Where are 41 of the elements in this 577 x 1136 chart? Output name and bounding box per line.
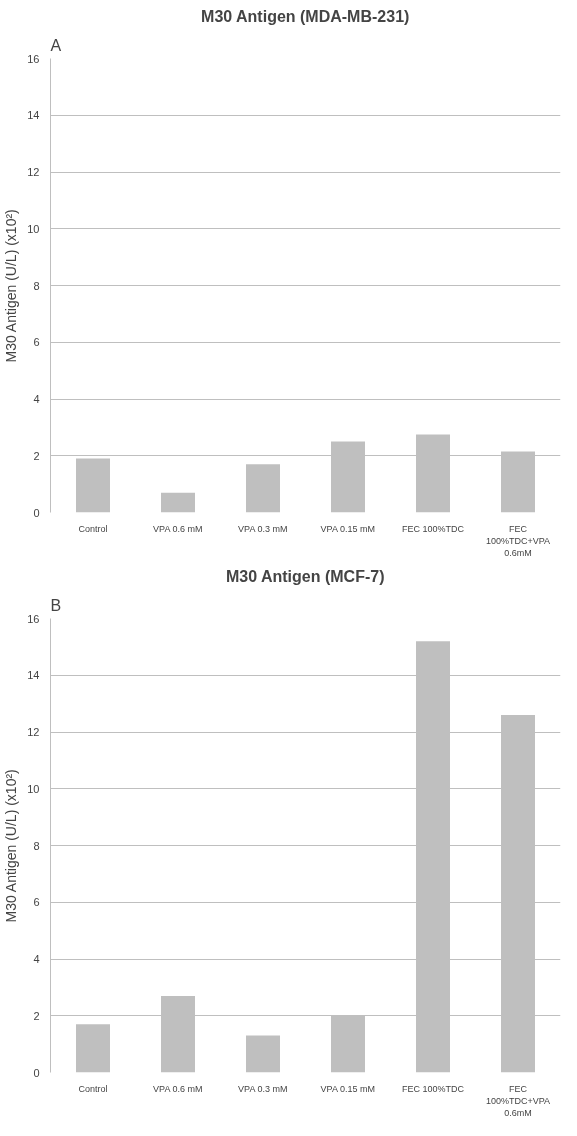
y-tick-label: 10 [27,782,40,795]
x-tick-label: FEC 100%TDC [401,1083,465,1094]
y-tick-label: 0 [33,506,40,519]
x-tick-label: Control [78,1083,108,1094]
x-tick-label: VPA 0.15 mM [320,1083,375,1094]
y-tick-label: 8 [33,839,40,852]
x-tick-label: Control [78,523,108,534]
bar [246,464,280,513]
x-tick-label: FEC 100%TDC+VPA 0.6mM [485,523,551,558]
y-axis-title: M30 Antigen (U/L) (x10²) [3,209,20,363]
y-tick-label: 4 [33,393,40,405]
y-tick-label: 10 [27,222,40,235]
y-tick-label: 0 [33,1066,40,1079]
y-tick-label: 2 [33,449,40,462]
y-tick-label: 2 [33,1009,40,1022]
y-tick-label: 16 [27,52,40,65]
chart-title: M30 Antigen (MCF-7) [225,567,385,585]
y-tick-label: 14 [27,669,40,682]
y-tick-label: 6 [33,896,40,909]
y-tick-label: 6 [33,336,40,349]
y-tick-label: 8 [33,279,40,292]
y-axis-title: M30 Antigen (U/L) (x10²) [3,769,20,923]
bar [76,1024,110,1073]
y-tick-label: 12 [27,726,40,738]
y-tick-label: 16 [27,612,40,625]
x-tick-label: VPA 0.6 mM [153,523,203,534]
x-tick-label: VPA 0.15 mM [320,523,375,534]
y-tick-label: 12 [27,166,40,178]
chart-title: M30 Antigen (MDA-MB-231) [201,7,410,25]
bar [76,458,110,513]
text: B [50,596,62,614]
text: A [50,36,62,54]
y-tick-label: 4 [33,953,40,965]
x-tick-label: FEC 100%TDC+VPA 0.6mM [485,1083,551,1118]
x-tick-label: VPA 0.3 mM [238,523,288,534]
x-tick-label: FEC 100%TDC [401,523,465,534]
x-tick-label: VPA 0.3 mM [238,1083,288,1094]
bar [161,492,195,513]
bar [246,1035,280,1073]
x-tick-label: VPA 0.6 mM [153,1083,203,1094]
y-tick-label: 14 [27,109,40,122]
